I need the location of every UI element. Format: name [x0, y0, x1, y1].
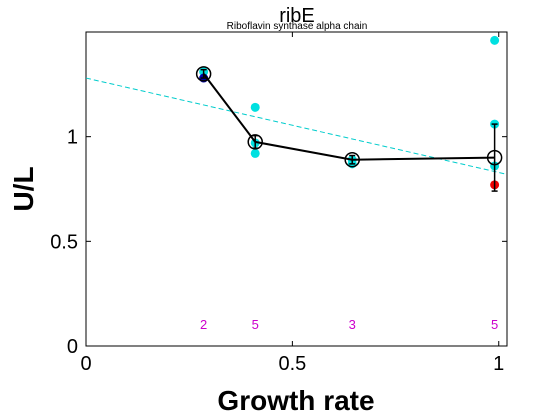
- x-tick-label: 0.5: [278, 353, 306, 375]
- y-tick-label: 0.5: [50, 231, 78, 253]
- y-tick-label: 0: [67, 336, 78, 358]
- x-axis-label: Growth rate: [217, 385, 374, 416]
- y-axis-label: U/L: [8, 166, 39, 211]
- cyan-point: [250, 148, 260, 158]
- axis-ticks: 0 0.5 1 0 0.5 1: [50, 32, 507, 375]
- cyan-point: [250, 102, 260, 112]
- cyan-point: [490, 35, 500, 45]
- mean-marker: [247, 134, 263, 150]
- mean-marker: [344, 151, 360, 168]
- chart-title: ribE: [279, 5, 315, 27]
- plot-area: [85, 31, 508, 347]
- chart-subtitle: Riboflavin synthase alpha chain: [227, 21, 368, 32]
- sample-counts: 2 5 3 5: [200, 317, 498, 332]
- x-tick-label: 1: [493, 353, 504, 375]
- mean-marker: [486, 149, 503, 166]
- mean-line: [202, 73, 495, 161]
- mean-marker: [195, 66, 212, 82]
- x-tick-label: 0: [80, 353, 91, 375]
- mean-series: [195, 66, 503, 192]
- count-label: 3: [349, 317, 356, 332]
- y-tick-label: 1: [67, 127, 78, 149]
- count-label: 5: [252, 317, 259, 332]
- count-label: 5: [491, 317, 498, 332]
- count-label: 2: [200, 317, 207, 332]
